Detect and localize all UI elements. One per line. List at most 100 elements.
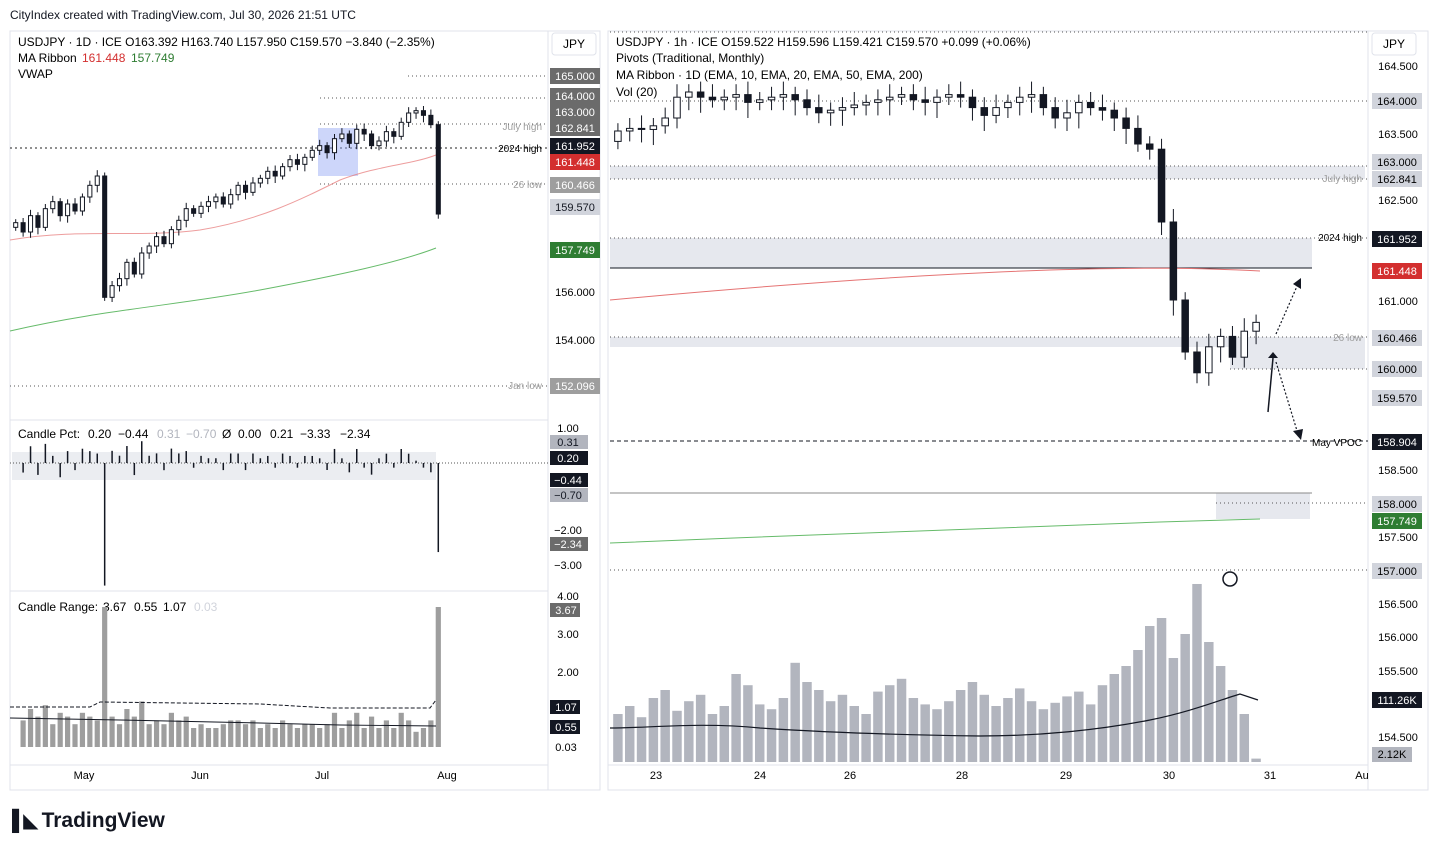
volume-bar: [731, 674, 741, 762]
r-axis-6: 161.952: [1377, 234, 1417, 246]
tradingview-footer[interactable]: ▌◣ TradingView: [12, 808, 165, 833]
r-axis-20: 155.500: [1378, 666, 1418, 678]
candle-range-bar: [102, 607, 108, 747]
r-axis-17: 157.000: [1377, 566, 1417, 578]
hourly-candle-body: [1145, 143, 1154, 150]
candle-range-bar: [413, 731, 419, 747]
hourly-candle-body: [1181, 299, 1189, 353]
candle-range-v3: 0.03: [194, 600, 218, 614]
hourly-candle-body: [779, 94, 788, 98]
daily-candle-body: [146, 245, 152, 254]
candle-pct-bars: [22, 441, 440, 586]
range-axis-0: 4.00: [557, 591, 578, 603]
candle-range-bar: [309, 724, 315, 747]
right-legend-vol: Vol (20): [616, 85, 657, 99]
hourly-candle-body: [755, 99, 764, 103]
r-x-1: 24: [754, 770, 766, 782]
hourly-candle-body: [1169, 221, 1178, 301]
r-axis-8: 161.000: [1378, 296, 1418, 308]
arrow-up-dashed-head: [1293, 278, 1301, 289]
volume-bar: [1168, 658, 1179, 762]
candle-range-bar: [420, 728, 427, 747]
hourly-candle-body: [661, 117, 669, 127]
volume-bar: [991, 706, 1001, 762]
hourly-candle-body: [897, 94, 906, 98]
volume-bar: [755, 704, 765, 762]
pct-axis-1: 0.31: [557, 437, 578, 449]
candle-range-bar: [50, 724, 56, 747]
hourly-candle-body: [1228, 335, 1237, 358]
candle-range-bar: [242, 724, 249, 747]
r-axis-12: 158.904: [1377, 437, 1417, 449]
left-price-axis: 165.000 164.000 163.000 162.841 161.952 …: [550, 68, 600, 394]
r-axis-0: 164.500: [1378, 61, 1418, 73]
left-axis-ma-red: 161.448: [555, 157, 595, 169]
chart-canvas[interactable]: JPY JPY USDJPY · 1D · ICE O163.392 H163.…: [0, 0, 1440, 800]
candle-pct-axis: 1.00 0.31 0.20 −0.44 −0.70 −2.00 −2.34 −…: [550, 423, 588, 572]
daily-candle-body: [176, 219, 182, 231]
r-axis-11: 159.570: [1377, 393, 1417, 405]
daily-candle-body: [317, 145, 323, 151]
daily-candle-body: [383, 131, 389, 142]
tradingview-logo-icon: ▌◣: [12, 810, 39, 832]
left-axis-july-high: 162.841: [555, 123, 595, 135]
volume-bar: [1227, 690, 1238, 762]
candle-range-bar: [124, 709, 130, 747]
r-axis-18: 156.500: [1378, 599, 1418, 611]
hourly-candle-body: [1157, 148, 1166, 223]
range-avg-dashed: [10, 699, 437, 709]
hourly-candle-body: [1027, 94, 1036, 98]
daily-candle-body: [309, 149, 315, 158]
volume-bar: [613, 714, 623, 762]
hourly-candle-body: [720, 96, 729, 101]
r-axis-1: 164.000: [1377, 96, 1417, 108]
hourly-candle-body: [732, 94, 740, 98]
daily-candle-body: [79, 196, 85, 212]
r-axis-21: 111.26K: [1377, 695, 1417, 707]
candle-range-bar: [294, 728, 301, 747]
candle-range-bar: [376, 728, 382, 747]
pct-axis-2: 0.20: [557, 453, 578, 465]
candle-pct-v4: Ø: [222, 427, 231, 441]
hourly-candle-body: [933, 96, 941, 103]
left-currency-button[interactable]: [551, 32, 597, 56]
hourly-candle-body: [826, 109, 835, 114]
daily-candle-body: [116, 278, 123, 287]
candle-range-bar: [168, 712, 174, 747]
candle-range-bar: [109, 716, 115, 747]
r-axis-19: 156.000: [1378, 632, 1418, 644]
candle-pct-v3: −0.70: [186, 427, 217, 441]
volume-bar: [802, 682, 812, 762]
pct-axis-0: 1.00: [557, 423, 578, 435]
right-legend-symbol: USDJPY · 1h · ICE O159.522 H159.596 L159…: [616, 35, 1031, 49]
range-axis-5: 0.55: [555, 722, 576, 734]
right-currency-button[interactable]: [1371, 32, 1417, 56]
r-axis-14: 158.000: [1377, 499, 1417, 511]
left-axis-154: 154.000: [555, 335, 595, 347]
volume-bar: [1003, 698, 1013, 762]
candle-range-bar: [205, 728, 212, 747]
hourly-candle-body: [838, 107, 847, 111]
candle-range-bar: [391, 728, 397, 747]
volume-bar: [920, 704, 930, 762]
candle-range-bar: [191, 728, 197, 747]
candle-range-bar: [79, 712, 86, 747]
zone-2024-high: [610, 238, 1312, 268]
daily-candle-body: [109, 285, 115, 298]
daily-candle-body: [369, 133, 375, 147]
right-label-26-low: 26 low: [1333, 333, 1363, 344]
daily-candle-body: [287, 159, 293, 168]
candle-range-bar: [116, 724, 123, 747]
candle-range-bar: [235, 720, 241, 747]
volume-bar: [955, 690, 966, 762]
daily-candle-body: [398, 121, 404, 137]
candle-pct-v5: 0.00: [238, 427, 262, 441]
daily-candle-body: [50, 201, 56, 210]
hourly-candle-body: [850, 104, 859, 109]
label-26-low: 26 low: [513, 180, 543, 191]
arrow-up-dashed: [1275, 283, 1299, 335]
candle-range-bar: [339, 728, 345, 747]
arrow-down-dashed-head: [1293, 429, 1303, 440]
volume-bar: [873, 691, 883, 762]
hourly-candle-body: [1004, 101, 1012, 109]
